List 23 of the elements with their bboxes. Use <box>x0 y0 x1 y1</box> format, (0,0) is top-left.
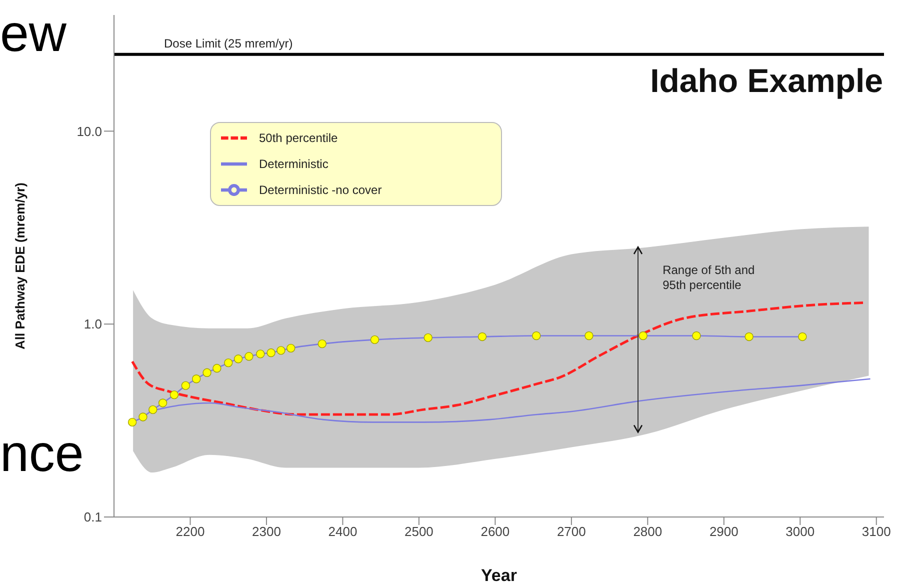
text: Idaho Example <box>650 62 883 100</box>
y-axis-title: All Pathway EDE (mrem/yr) <box>12 182 28 350</box>
legend-label: 50th percentile <box>259 131 338 146</box>
x-tick-label: 3000 <box>786 524 815 540</box>
annotation: Range of 5th and 95th percentile <box>662 263 756 294</box>
legend-label: Deterministic <box>259 157 328 172</box>
x-tick-label: 2900 <box>709 524 738 540</box>
legend-label: Deterministic -no cover <box>259 183 382 198</box>
ref-line-label: Dose Limit (25 mrem/yr) <box>164 36 293 50</box>
x-tick-label: 2700 <box>556 524 586 540</box>
x-tick-label: 2300 <box>252 524 281 540</box>
x-axis-title: Year <box>481 566 518 583</box>
y-tick-label: 0.1 <box>84 510 102 525</box>
text: ew <box>0 5 66 63</box>
x-tick-label: 2200 <box>176 524 205 540</box>
x-tick-label: 2800 <box>633 524 662 540</box>
x-tick-label: 2400 <box>328 524 358 540</box>
y-tick-label: 1.0 <box>84 316 102 332</box>
x-tick-label: 2600 <box>480 524 510 540</box>
x-tick-label: 2500 <box>404 524 434 540</box>
x-tick-label: 3100 <box>862 524 891 540</box>
y-tick-label: 10.0 <box>76 124 102 139</box>
text: nce <box>0 425 84 483</box>
